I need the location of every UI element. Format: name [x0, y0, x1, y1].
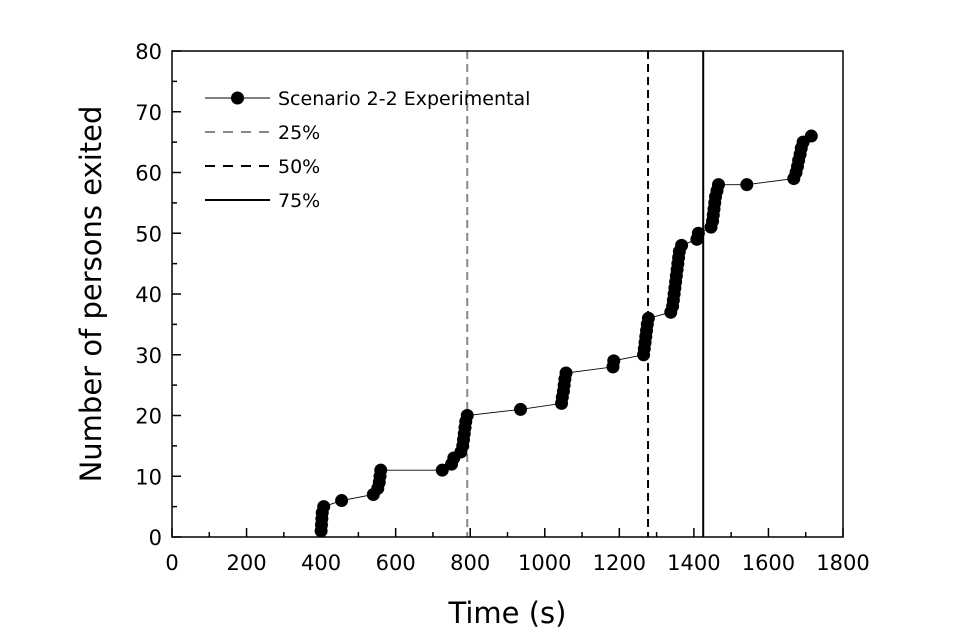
data-point — [740, 178, 754, 192]
x-tick-label: 1400 — [667, 551, 720, 575]
reference-lines — [466, 51, 705, 537]
data-point — [691, 226, 705, 240]
data-point — [711, 178, 725, 192]
x-tick-label: 800 — [450, 551, 490, 575]
plot-frame — [171, 50, 844, 538]
data-point — [559, 366, 573, 380]
data-point — [641, 311, 655, 325]
data-point — [804, 129, 818, 143]
data-series — [314, 129, 818, 538]
x-tick-label: 1200 — [593, 551, 646, 575]
y-tick-label: 60 — [135, 162, 162, 186]
x-tick-label: 0 — [165, 551, 178, 575]
x-tick-label: 1600 — [742, 551, 795, 575]
x-tick-label: 600 — [376, 551, 416, 575]
legend-marker — [231, 91, 244, 105]
legend-label: 25% — [278, 122, 320, 144]
series-line — [320, 135, 812, 531]
data-point — [514, 402, 528, 416]
y-tick-label: 20 — [135, 405, 162, 429]
y-tick-labels: 0 10 20 30 40 50 60 70 80 — [135, 40, 162, 550]
x-axis-title: Time (s) — [448, 596, 567, 630]
data-point — [675, 238, 689, 252]
legend-label: Scenario 2-2 Experimental — [278, 88, 530, 110]
x-tick-label: 1800 — [816, 551, 869, 575]
x-tick-label: 1000 — [518, 551, 571, 575]
data-point — [607, 354, 621, 368]
x-tick-labels: 0 200 400 600 800 1000 1200 1400 1600 1800 — [165, 551, 869, 575]
x-tick-label: 200 — [227, 551, 267, 575]
y-tick-label: 0 — [149, 526, 162, 550]
data-point — [317, 500, 331, 514]
y-axis-title: Number of persons exited — [74, 106, 108, 483]
data-point — [460, 409, 474, 422]
y-tick-label: 70 — [135, 101, 162, 125]
y-tick-label: 80 — [135, 40, 162, 64]
y-tick-label: 30 — [135, 344, 162, 368]
data-point — [374, 463, 388, 477]
y-tick-label: 40 — [135, 283, 162, 307]
axis-ticks — [171, 50, 844, 538]
x-tick-label: 400 — [301, 551, 341, 575]
data-point — [335, 494, 349, 508]
y-tick-label: 50 — [135, 222, 162, 246]
data-point — [435, 463, 449, 477]
legend: Scenario 2-2 Experimental 25% 50% 75% — [205, 88, 530, 212]
y-tick-label: 10 — [135, 465, 162, 489]
legend-label: 50% — [278, 156, 320, 178]
legend-label: 75% — [278, 190, 320, 212]
